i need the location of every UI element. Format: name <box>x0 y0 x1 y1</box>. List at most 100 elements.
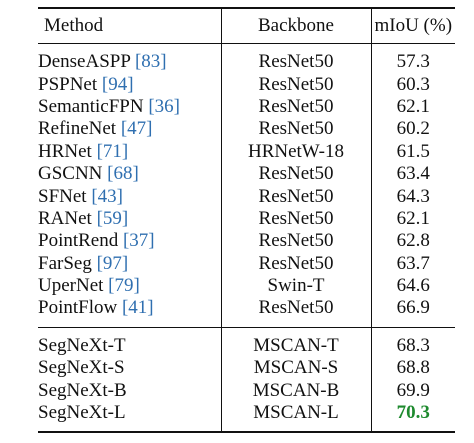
method-name: SegNeXt-T <box>38 334 126 356</box>
miou-cell: 68.8 <box>370 357 455 380</box>
backbone-cell: ResNet50 <box>220 207 371 231</box>
backbone-cell: MSCAN-S <box>220 357 371 380</box>
miou-cell: 62.8 <box>370 230 455 253</box>
table-row: RANet [59] ResNet50 62.1 <box>38 207 455 231</box>
backbone-cell: Swin-T <box>220 274 371 298</box>
table-body: DenseASPP [83] ResNet50 57.3 PSPNet [94] Res… <box>38 44 455 435</box>
method-cell: GSCNN [68] <box>38 163 221 185</box>
method-name: SemanticFPN <box>38 95 144 117</box>
miou-cell: 57.3 <box>370 51 455 74</box>
backbone-cell: ResNet50 <box>220 118 371 141</box>
method-name: SegNeXt-B <box>38 379 127 401</box>
method-name: RANet <box>38 207 92 229</box>
method-name: PointFlow <box>38 297 118 319</box>
backbone-cell: ResNet50 <box>220 297 371 320</box>
method-cell: RANet [59] <box>38 208 221 230</box>
table-row: SemanticFPN [36] ResNet50 62.1 <box>38 95 455 119</box>
citation-link[interactable]: [79] <box>108 275 140 297</box>
backbone-cell: ResNet50 <box>220 252 371 275</box>
miou-cell: 61.5 <box>370 140 455 163</box>
method-cell: SegNeXt-L <box>38 402 221 424</box>
miou-cell: 62.1 <box>370 207 455 231</box>
method-cell: PointRend [37] <box>38 230 221 252</box>
header-backbone: Backbone <box>220 9 371 44</box>
citation-link[interactable]: [83] <box>134 51 167 73</box>
backbone-cell: ResNet50 <box>220 162 371 186</box>
method-cell: SegNeXt-B <box>38 379 221 401</box>
method-name: RefineNet <box>38 118 117 140</box>
citation-link[interactable]: [37] <box>122 230 155 252</box>
method-cell: SegNeXt-T <box>38 335 221 357</box>
backbone-cell: ResNet50 <box>220 95 371 119</box>
method-cell: HRNet [71] <box>38 141 221 163</box>
table-row: UperNet [79] Swin-T 64.6 <box>38 274 455 298</box>
method-cell: FarSeg [97] <box>38 253 221 275</box>
bottom-rule <box>38 431 455 435</box>
backbone-cell: ResNet50 <box>220 51 371 74</box>
miou-cell: 62.1 <box>370 95 455 119</box>
method-name: HRNet <box>38 140 92 162</box>
citation-link[interactable]: [41] <box>121 297 154 319</box>
miou-cell: 60.2 <box>370 118 455 141</box>
citation-link[interactable]: [59] <box>96 207 129 229</box>
table-row: SegNeXt-L MSCAN-L 70.3 <box>38 401 455 425</box>
table-row: PointFlow [41] ResNet50 66.9 <box>38 297 455 320</box>
method-cell: UperNet [79] <box>38 275 221 297</box>
group-spacer <box>38 44 455 51</box>
table-row: HRNet [71] HRNetW-18 61.5 <box>38 140 455 163</box>
group-rule <box>38 326 455 328</box>
citation-link[interactable]: [47] <box>120 118 153 140</box>
table-row: SFNet [43] ResNet50 64.3 <box>38 185 455 208</box>
table-row: GSCNN [68] ResNet50 63.4 <box>38 162 455 186</box>
table-row: RefineNet [47] ResNet50 60.2 <box>38 118 455 141</box>
miou-cell: 63.7 <box>370 252 455 275</box>
method-name: PSPNet <box>38 73 98 95</box>
method-name: PointRend <box>38 230 119 252</box>
citation-link[interactable]: [43] <box>91 185 123 207</box>
citation-link[interactable]: [36] <box>148 95 180 117</box>
method-name: SFNet <box>38 185 87 207</box>
table-header: Method Backbone mIoU (%) <box>38 7 455 44</box>
method-name: SegNeXt-S <box>38 357 125 379</box>
method-cell: SemanticFPN [36] <box>38 96 221 118</box>
table-row: SegNeXt-S MSCAN-S 68.8 <box>38 357 455 380</box>
miou-cell: 64.6 <box>370 274 455 298</box>
header-method: Method <box>44 15 104 36</box>
miou-cell-best: 70.3 <box>370 401 455 425</box>
method-cell: DenseASPP [83] <box>38 51 221 73</box>
header-row: Method Backbone mIoU (%) <box>38 9 455 44</box>
table-row: SegNeXt-T MSCAN-T 68.3 <box>38 334 455 358</box>
method-name: DenseASPP <box>38 51 131 73</box>
citation-link[interactable]: [68] <box>107 163 139 185</box>
backbone-cell: ResNet50 <box>220 230 371 253</box>
miou-cell: 64.3 <box>370 185 455 208</box>
method-name: GSCNN <box>38 163 103 185</box>
method-cell: RefineNet [47] <box>38 118 221 140</box>
table-row: PointRend [37] ResNet50 62.8 <box>38 230 455 253</box>
method-cell: SegNeXt-S <box>38 357 221 379</box>
miou-cell: 63.4 <box>370 162 455 186</box>
backbone-cell: MSCAN-B <box>220 379 371 402</box>
citation-link[interactable]: [71] <box>96 140 129 162</box>
method-name: FarSeg <box>38 252 92 274</box>
method-cell: PSPNet [94] <box>38 73 221 95</box>
table-row: PSPNet [94] ResNet50 60.3 <box>38 73 455 96</box>
method-cell: SFNet [43] <box>38 185 221 207</box>
citation-link[interactable]: [94] <box>101 73 134 95</box>
backbone-cell: HRNetW-18 <box>220 140 371 163</box>
method-name: SegNeXt-L <box>38 402 126 424</box>
group-spacer <box>38 319 455 328</box>
header-rule <box>38 43 455 44</box>
method-cell: PointFlow [41] <box>38 297 221 319</box>
backbone-cell: ResNet50 <box>220 185 371 208</box>
header-miou: mIoU (%) <box>370 9 455 44</box>
miou-cell: 60.3 <box>370 73 455 96</box>
backbone-cell: ResNet50 <box>220 73 371 96</box>
citation-link[interactable]: [97] <box>96 252 129 274</box>
table-row: FarSeg [97] ResNet50 63.7 <box>38 252 455 275</box>
results-table-container: Method Backbone mIoU (%) DenseASPP [83] R… <box>38 7 455 435</box>
method-name: UperNet <box>38 275 104 297</box>
miou-cell: 68.3 <box>370 334 455 358</box>
group-spacer <box>38 424 455 433</box>
table-row: DenseASPP [83] ResNet50 57.3 <box>38 51 455 74</box>
